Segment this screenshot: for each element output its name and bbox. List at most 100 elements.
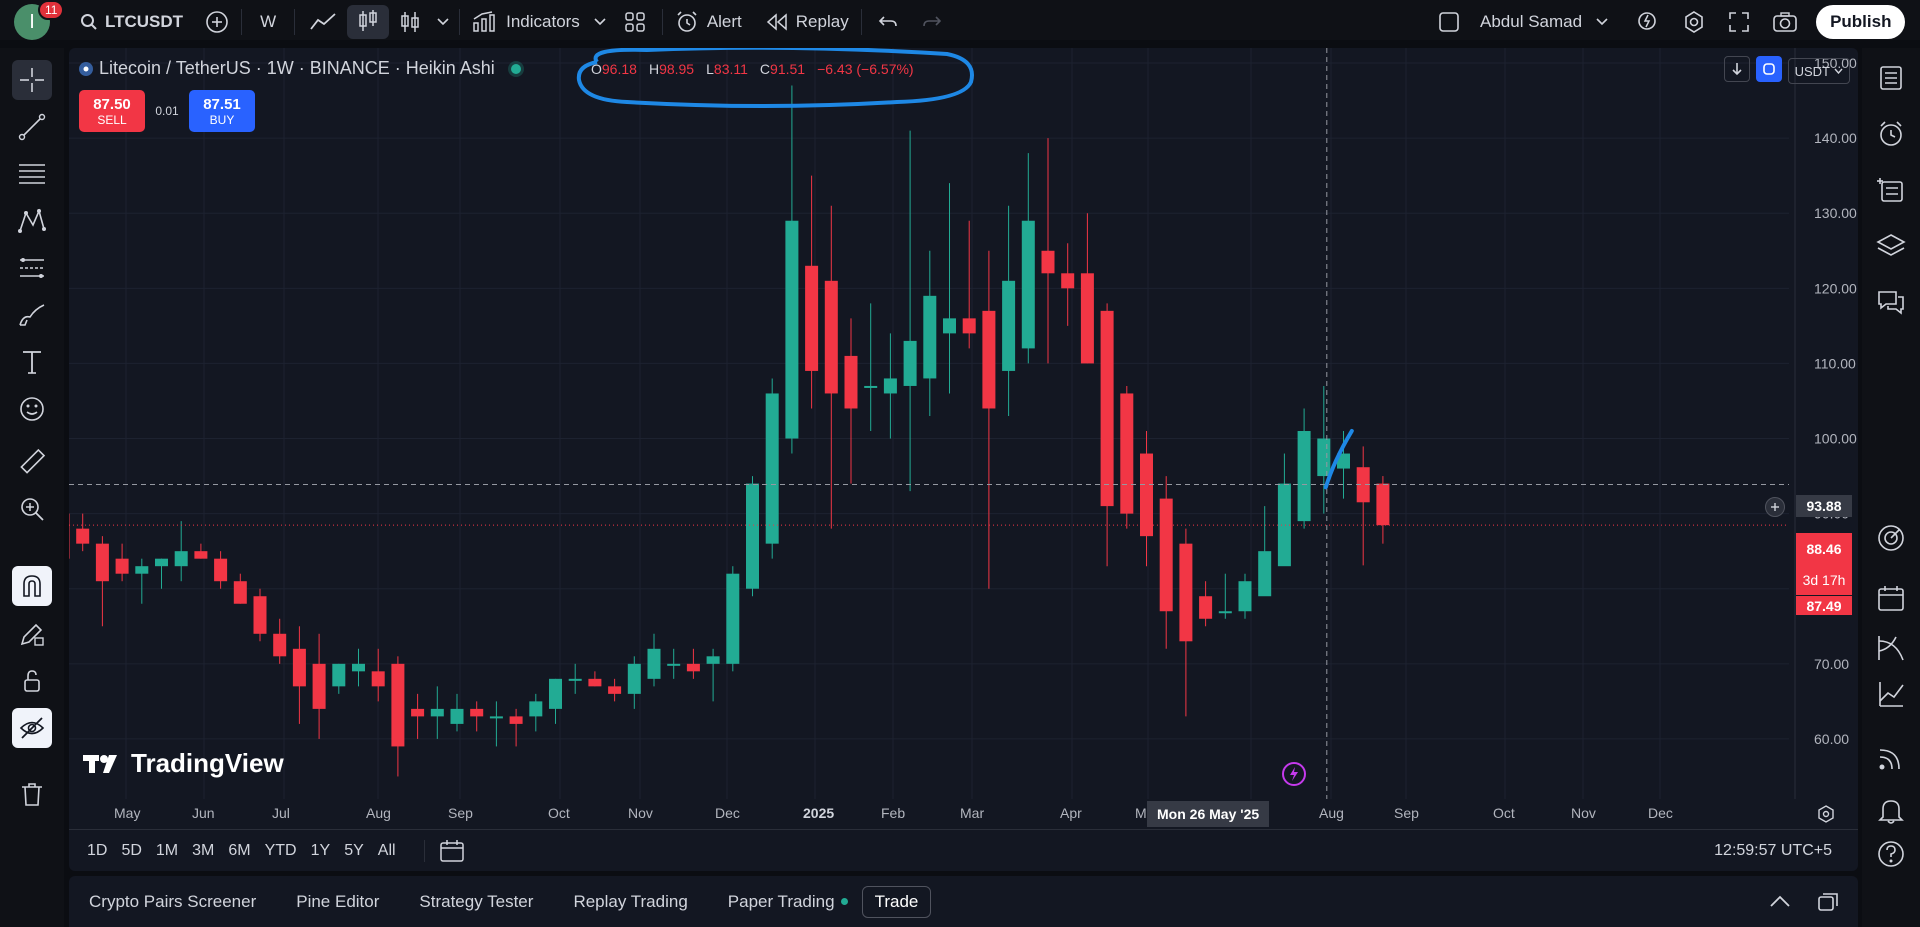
time-axis[interactable]: MayJunJulAugSepOctNovDec2025FebMarAprJul…	[69, 799, 1858, 829]
crosshair-tool[interactable]	[12, 60, 52, 100]
utc-clock[interactable]: 12:59:57 UTC+5	[1714, 842, 1832, 859]
zoom-tool[interactable]	[12, 489, 52, 529]
indicators-dropdown[interactable]	[588, 5, 612, 39]
indicators-button[interactable]: Indicators	[464, 5, 588, 39]
remove-drawings-button[interactable]	[12, 774, 52, 814]
candle-body	[1238, 581, 1252, 612]
candle	[686, 648, 700, 679]
object-tree-button[interactable]	[1871, 170, 1911, 210]
replay-button[interactable]: Replay	[758, 5, 857, 39]
layers-button[interactable]	[1871, 226, 1911, 266]
tab-crypto-pairs-screener[interactable]: Crypto Pairs Screener	[89, 891, 257, 911]
candle	[430, 686, 444, 739]
range-button-3m[interactable]: 3M	[192, 841, 215, 859]
range-button-5y[interactable]: 5Y	[344, 841, 364, 859]
range-button-5d[interactable]: 5D	[121, 841, 142, 859]
line-chart-type-button[interactable]	[299, 5, 347, 39]
pine-screener-button[interactable]	[1871, 674, 1911, 714]
alerts-panel-button[interactable]	[1871, 114, 1911, 154]
fullscreen-button[interactable]	[1720, 5, 1758, 39]
sell-button[interactable]: 87.50 SELL	[79, 90, 145, 132]
tab-pine-editor[interactable]: Pine Editor	[296, 891, 380, 911]
range-button-6m[interactable]: 6M	[228, 841, 251, 859]
divider	[661, 9, 663, 35]
sync-button[interactable]	[1756, 56, 1782, 82]
help-button[interactable]	[1871, 834, 1911, 874]
pattern-tool[interactable]	[12, 201, 52, 241]
range-button-1y[interactable]: 1Y	[310, 841, 331, 859]
date-range-calendar-icon[interactable]	[439, 839, 465, 863]
magnet-mode-button[interactable]	[12, 566, 52, 606]
layout-menu-button[interactable]: Abdul Samad	[1430, 5, 1616, 39]
chart-type-dropdown[interactable]	[431, 5, 455, 39]
chart-canvas[interactable]: 60.0070.0080.0090.00100.00110.00120.0013…	[69, 48, 1858, 829]
layout-templates-button[interactable]	[612, 5, 658, 39]
bid-price-label: 87.49	[1796, 595, 1852, 615]
emoji-tool[interactable]	[12, 389, 52, 429]
quick-search-button[interactable]	[1628, 5, 1668, 39]
brush-icon	[19, 304, 45, 326]
lock-drawings-button[interactable]	[12, 661, 52, 701]
time-tick-label: Sep	[448, 805, 473, 821]
tab-paper-trading[interactable]: Paper Trading	[728, 892, 848, 912]
add-alert-plus-button[interactable]	[1765, 497, 1785, 517]
tab-strategy-tester[interactable]: Strategy Tester	[419, 891, 534, 911]
hide-drawings-button[interactable]	[12, 708, 52, 748]
candles-chart-type-button[interactable]	[389, 5, 431, 39]
range-button-ytd[interactable]: YTD	[264, 841, 297, 859]
fib-retracement-tool[interactable]	[12, 154, 52, 194]
streams-button[interactable]	[1871, 738, 1911, 778]
redo-button[interactable]	[910, 5, 954, 39]
symbol-search-button[interactable]: LTCUSDT	[72, 5, 191, 39]
time-tick-label: Jul	[272, 805, 290, 821]
text-icon	[23, 351, 41, 374]
candle	[233, 573, 247, 604]
interval-button[interactable]: W	[246, 5, 290, 39]
trend-line-tool[interactable]	[12, 107, 52, 147]
event-marker[interactable]	[1282, 762, 1306, 786]
buy-button[interactable]: 87.51 BUY	[189, 90, 255, 132]
chart-panel[interactable]: 60.0070.0080.0090.00100.00110.00120.0013…	[69, 48, 1858, 871]
maximize-panel-icon[interactable]	[1817, 892, 1839, 912]
time-tick-label: Mar	[960, 805, 985, 821]
snapshot-button[interactable]	[1764, 5, 1806, 39]
measure-tool[interactable]	[12, 442, 52, 482]
blue-trend-annotation[interactable]	[1323, 429, 1354, 490]
currency-select[interactable]: USDT	[1787, 58, 1850, 84]
candle	[962, 220, 976, 349]
range-button-1d[interactable]: 1D	[87, 841, 108, 859]
heikin-ashi-chart-type-button[interactable]	[347, 5, 390, 39]
axis-settings-icon[interactable]	[1817, 805, 1835, 823]
drawing-mode-button[interactable]	[12, 614, 52, 654]
forecasting-tool[interactable]	[12, 248, 52, 288]
time-tick-label: Apr	[1060, 805, 1082, 821]
tab-trade[interactable]: Trade	[861, 885, 932, 918]
alert-button[interactable]: Alert	[667, 5, 750, 39]
compare-symbol-button[interactable]	[197, 5, 237, 39]
calendar-button[interactable]	[1871, 578, 1911, 618]
brush-tool[interactable]	[12, 295, 52, 335]
symbol-description[interactable]: Litecoin / TetherUS · 1W · BINANCE · Hei…	[99, 58, 495, 78]
sell-price: 87.50	[93, 95, 131, 113]
range-button-all[interactable]: All	[377, 841, 396, 859]
hotlists-button[interactable]	[1871, 518, 1911, 558]
scroll-down-button[interactable]	[1724, 56, 1750, 82]
market-status-dot[interactable]	[510, 63, 521, 74]
settings-button[interactable]	[1674, 5, 1714, 39]
tab-replay-trading[interactable]: Replay Trading	[573, 891, 688, 911]
text-tool[interactable]	[12, 342, 52, 382]
search-icon	[81, 14, 97, 30]
chevron-up-icon[interactable]	[1769, 894, 1791, 908]
gear-icon	[1685, 11, 1703, 33]
candle	[1317, 385, 1331, 514]
range-button-1m[interactable]: 1M	[155, 841, 179, 859]
candle	[1356, 446, 1370, 566]
publish-button[interactable]: Publish	[1816, 5, 1906, 39]
watchlist-button[interactable]	[1871, 58, 1911, 98]
undo-button[interactable]	[866, 5, 910, 39]
indicators-label: Indicators	[506, 12, 580, 31]
notifications-button[interactable]	[1871, 790, 1911, 830]
chats-button[interactable]	[1871, 282, 1911, 322]
ideas-button[interactable]	[1871, 628, 1911, 668]
redo-icon	[922, 16, 941, 27]
